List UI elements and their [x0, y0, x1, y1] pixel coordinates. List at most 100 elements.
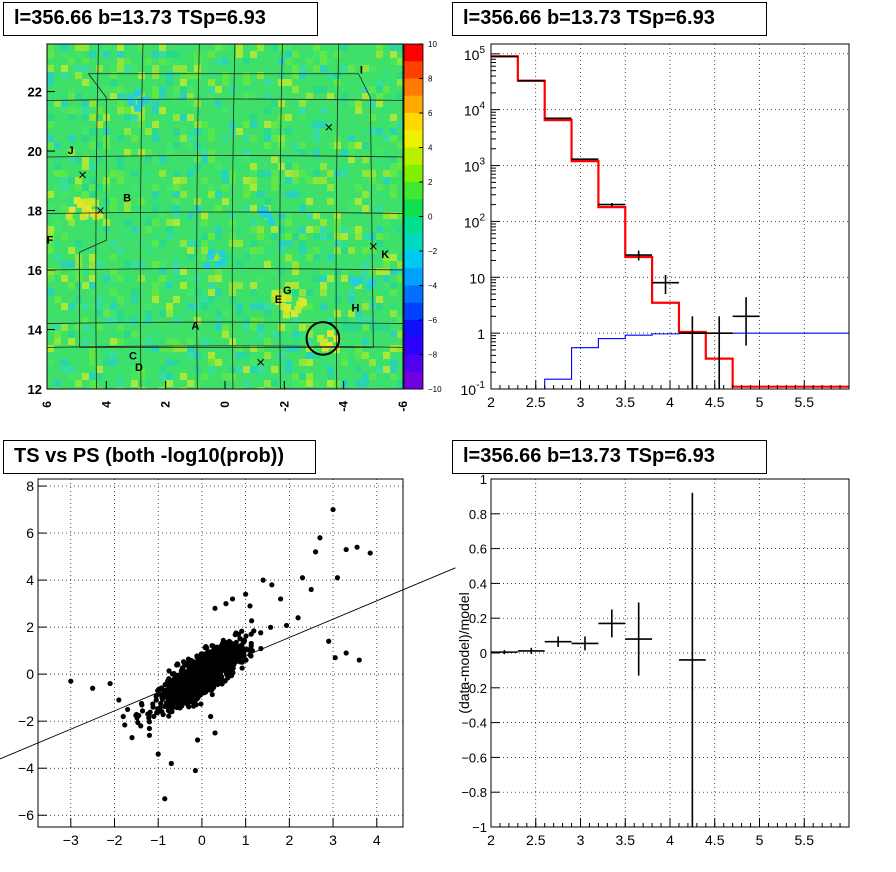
- skymap-pixel: [166, 219, 173, 226]
- skymap-pixel: [47, 51, 54, 58]
- skymap-pixel: [299, 226, 306, 233]
- scatter-point: [216, 669, 222, 675]
- scatter-point: [190, 670, 196, 676]
- skymap-pixel: [376, 128, 383, 135]
- x-tick-label: −3: [63, 832, 79, 848]
- skymap-pixel: [250, 93, 257, 100]
- skymap-pixel: [89, 345, 96, 352]
- skymap-pixel: [152, 93, 159, 100]
- skymap-pixel: [320, 226, 327, 233]
- skymap-hotspot-pixel: [79, 213, 87, 221]
- skymap-pixel: [201, 296, 208, 303]
- skymap-pixel: [376, 44, 383, 51]
- colorbar-cell: [404, 337, 423, 355]
- skymap-pixel: [173, 345, 180, 352]
- skymap-pixel: [215, 275, 222, 282]
- skymap-pixel: [313, 135, 320, 142]
- skymap-pixel: [306, 387, 313, 389]
- skymap-pixel: [215, 58, 222, 65]
- skymap-pixel: [208, 93, 215, 100]
- skymap-pixel: [117, 247, 124, 254]
- skymap-pixel: [124, 261, 131, 268]
- skymap-pixel: [180, 345, 187, 352]
- skymap-pixel: [110, 198, 117, 205]
- skymap-pixel: [285, 345, 292, 352]
- skymap-pixel: [257, 226, 264, 233]
- skymap-pixel: [306, 268, 313, 275]
- skymap-pixel: [285, 44, 292, 51]
- skymap-pixel: [194, 331, 201, 338]
- skymap-pixel: [257, 345, 264, 352]
- skymap-pixel: [271, 380, 278, 387]
- skymap-pixel: [257, 303, 264, 310]
- skymap-pixel: [222, 135, 229, 142]
- skymap-pixel: [390, 359, 397, 366]
- skymap-pixel: [68, 261, 75, 268]
- skymap-pixel: [271, 170, 278, 177]
- skymap-pixel: [390, 212, 397, 219]
- skymap-pixel: [306, 352, 313, 359]
- skymap-pixel: [334, 289, 341, 296]
- skymap-pixel: [390, 128, 397, 135]
- skymap-pixel: [306, 331, 313, 338]
- skymap-pixel: [68, 86, 75, 93]
- skymap-pixel: [250, 121, 257, 128]
- skymap-pixel: [166, 79, 173, 86]
- skymap-pixel: [313, 177, 320, 184]
- x-tick-label: 5.5: [795, 832, 815, 848]
- skymap-pixel: [285, 261, 292, 268]
- y-tick-label: 20: [28, 144, 42, 159]
- source-label: F: [47, 234, 54, 246]
- skymap-pixel: [285, 219, 292, 226]
- skymap-pixel: [54, 163, 61, 170]
- skymap-pixel: [257, 170, 264, 177]
- skymap-pixel: [208, 359, 215, 366]
- skymap-pixel: [222, 163, 229, 170]
- skymap-pixel: [75, 296, 82, 303]
- scatter-point: [205, 664, 211, 671]
- skymap-pixel: [117, 163, 124, 170]
- skymap-pixel: [264, 303, 271, 310]
- skymap-pixel: [390, 254, 397, 261]
- colorbar-cell: [404, 216, 423, 235]
- skymap-pixel: [96, 366, 103, 373]
- skymap-pixel: [236, 226, 243, 233]
- skymap-pixel: [369, 233, 376, 240]
- skymap-pixel: [299, 205, 306, 212]
- skymap-pixel: [89, 275, 96, 282]
- skymap-pixel: [131, 149, 138, 156]
- scatter-point: [212, 681, 218, 687]
- skymap-pixel: [124, 44, 131, 51]
- skymap-pixel: [292, 261, 299, 268]
- skymap-pixel: [61, 170, 68, 177]
- skymap-pixel: [215, 317, 222, 324]
- scatter-point: [258, 630, 264, 636]
- skymap-pixel: [89, 191, 96, 198]
- skymap-pixel: [145, 212, 152, 219]
- skymap-pixel: [320, 254, 327, 261]
- skymap-pixel: [250, 289, 257, 296]
- scatter-point: [343, 546, 349, 553]
- skymap-pixel: [103, 86, 110, 93]
- scatter-point: [173, 694, 179, 700]
- skymap-pixel: [250, 163, 257, 170]
- skymap-pixel: [47, 289, 54, 296]
- skymap-pixel: [138, 149, 145, 156]
- skymap-pixel: [201, 303, 208, 310]
- skymap-pixel: [47, 135, 54, 142]
- skymap-pixel: [390, 135, 397, 142]
- skymap-pixel: [89, 261, 96, 268]
- skymap-pixel: [362, 170, 369, 177]
- skymap-pixel: [362, 275, 369, 282]
- skymap-pixel: [166, 359, 173, 366]
- skymap-pixel: [390, 114, 397, 121]
- skymap-pixel: [152, 296, 159, 303]
- skymap-pixel: [194, 58, 201, 65]
- skymap-pixel: [110, 275, 117, 282]
- skymap-pixel: [208, 366, 215, 373]
- skymap-pixel: [397, 359, 403, 366]
- skymap-pixel: [306, 198, 313, 205]
- scatter-point: [186, 696, 193, 702]
- skymap-pixel: [173, 387, 180, 389]
- skymap-pixel: [124, 275, 131, 282]
